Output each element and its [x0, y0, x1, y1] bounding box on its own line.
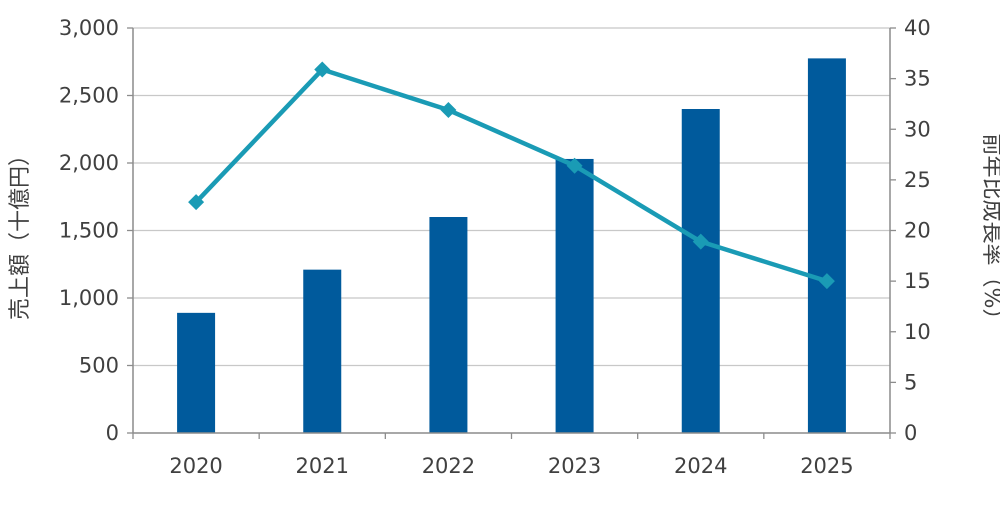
x-tick-label: 2022	[422, 454, 475, 478]
y-tick-label-left: 3,000	[59, 16, 119, 40]
gridlines	[133, 27, 890, 367]
bar-2020	[177, 312, 216, 433]
x-tick-label: 2024	[674, 454, 727, 478]
y-tick-label-right: 15	[904, 269, 931, 293]
y-tick-label-left: 1,000	[59, 286, 119, 310]
x-tick-label: 2023	[548, 454, 601, 478]
y-axis-title-left: 売上額（十億円）	[8, 144, 33, 320]
growth-point-2022	[440, 102, 457, 119]
x-tick-label: 2021	[296, 454, 349, 478]
bar-2021	[303, 269, 342, 433]
growth-point-2025	[818, 273, 835, 290]
y-tick-label-right: 5	[904, 370, 917, 394]
tick-labels: 05001,0001,5002,0002,5003,00005101520253…	[59, 16, 931, 478]
y-tick-label-right: 20	[904, 219, 931, 243]
y-tick-label-left: 2,500	[59, 84, 119, 108]
growth-point-2021	[314, 61, 331, 78]
growth-point-2024	[692, 233, 709, 250]
x-tick-label: 2020	[169, 454, 222, 478]
bar-2024	[681, 109, 720, 433]
bar-2025	[807, 58, 846, 433]
y-tick-label-left: 0	[106, 421, 119, 445]
y-tick-label-left: 1,500	[59, 219, 119, 243]
y-tick-label-right: 35	[904, 67, 931, 91]
axes	[127, 27, 896, 439]
growth-line	[194, 67, 828, 284]
y-tick-label-right: 40	[904, 16, 931, 40]
y-tick-label-right: 30	[904, 117, 931, 141]
bar-series	[177, 58, 846, 433]
growth-point-2020	[188, 194, 205, 211]
line-series	[188, 61, 835, 290]
x-tick-label: 2025	[800, 454, 853, 478]
y-tick-label-right: 10	[904, 320, 931, 344]
y-tick-label-left: 2,000	[59, 151, 119, 175]
y-axis-title-right: 前年比成長率（%）	[979, 134, 1000, 331]
y-tick-label-right: 0	[904, 421, 917, 445]
bar-2022	[429, 217, 468, 433]
bar-2023	[555, 158, 594, 433]
y-tick-label-right: 25	[904, 168, 931, 192]
growth-point-2023	[566, 157, 583, 174]
y-tick-label-left: 500	[79, 354, 119, 378]
